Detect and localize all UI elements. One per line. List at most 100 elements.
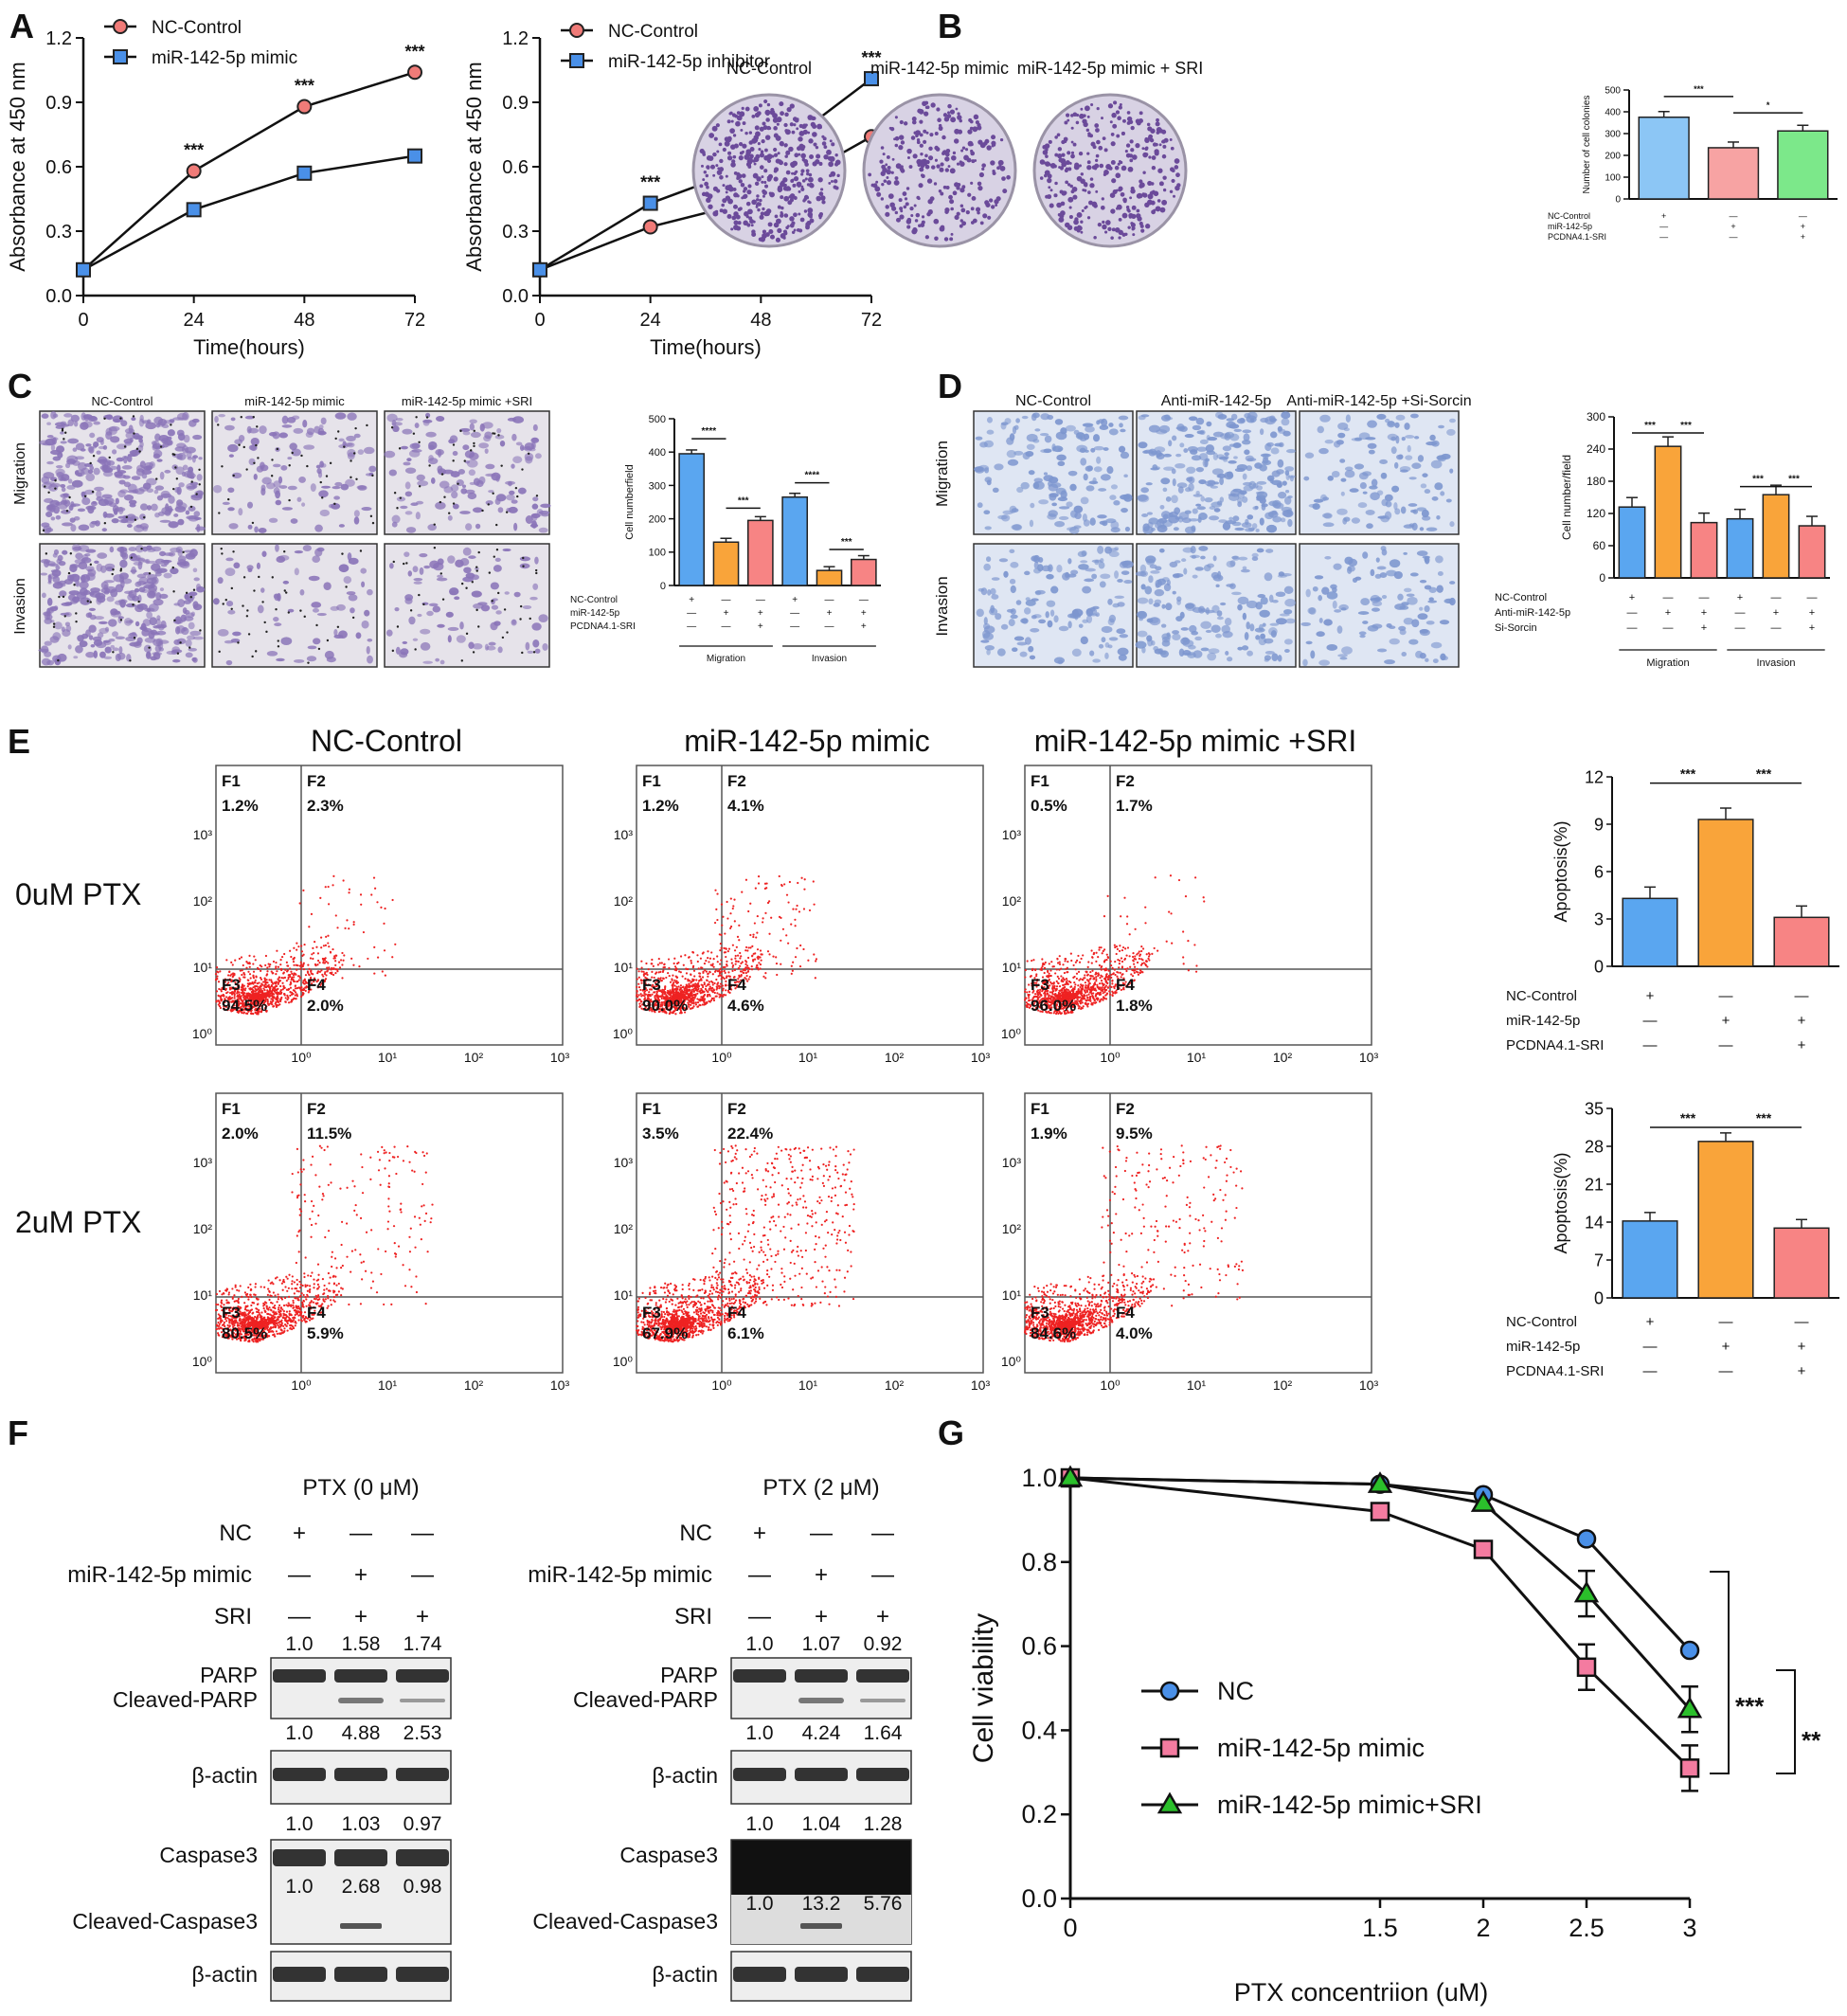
cell xyxy=(1376,413,1387,420)
cell xyxy=(1200,495,1206,502)
colony xyxy=(785,170,791,175)
sign: + xyxy=(1661,211,1666,221)
cell xyxy=(1188,644,1196,650)
cell xyxy=(1056,454,1067,461)
colony xyxy=(726,119,731,124)
colony xyxy=(928,146,933,152)
cell xyxy=(1249,623,1255,632)
colony xyxy=(1006,174,1011,180)
cell xyxy=(497,646,503,654)
cell xyxy=(1318,595,1323,602)
cell xyxy=(93,467,100,476)
event-dot xyxy=(290,977,294,980)
cell xyxy=(1194,636,1203,641)
pore xyxy=(414,648,417,651)
cell xyxy=(469,423,475,431)
cell xyxy=(402,640,408,644)
colony xyxy=(1107,103,1114,109)
colony xyxy=(797,183,801,188)
event-dot xyxy=(376,901,379,904)
colony xyxy=(736,115,743,121)
event-dot xyxy=(300,989,303,992)
colony xyxy=(816,195,822,202)
cell xyxy=(1337,432,1346,439)
cell xyxy=(1049,493,1059,498)
cell xyxy=(534,556,539,565)
cell xyxy=(1186,466,1196,475)
cell xyxy=(175,625,181,635)
cell xyxy=(1271,599,1279,603)
colony xyxy=(1045,148,1049,152)
cell xyxy=(1047,620,1053,628)
colony xyxy=(1045,154,1049,158)
cell xyxy=(70,504,77,508)
colony xyxy=(733,225,739,231)
row-title: 0uM PTX xyxy=(15,877,141,911)
pore xyxy=(334,437,337,441)
cell xyxy=(1108,637,1119,641)
cell xyxy=(1244,449,1250,456)
cell xyxy=(411,448,422,453)
quadrant-value: 1.2% xyxy=(222,797,259,815)
cell xyxy=(158,434,170,442)
colony xyxy=(788,195,792,199)
colony xyxy=(747,208,753,215)
event-dot xyxy=(289,981,293,983)
cell xyxy=(100,581,109,589)
colony xyxy=(968,117,973,122)
colony xyxy=(726,155,733,161)
cell xyxy=(287,485,297,491)
event-dot xyxy=(251,988,254,991)
event-dot xyxy=(665,976,668,980)
pore xyxy=(288,498,291,502)
colony xyxy=(792,183,797,188)
colony xyxy=(1065,160,1070,166)
cell xyxy=(1246,600,1258,609)
pore xyxy=(534,568,538,572)
event-dot xyxy=(296,995,299,998)
colony xyxy=(956,162,960,166)
cell xyxy=(1143,449,1154,454)
colony xyxy=(730,119,734,123)
y-tick-label: 10² xyxy=(193,893,213,909)
pore xyxy=(232,474,235,477)
cell xyxy=(130,569,137,573)
colony xyxy=(1156,126,1162,133)
cell xyxy=(1150,569,1160,574)
cell xyxy=(1175,462,1186,469)
colony xyxy=(999,137,1004,142)
cell xyxy=(1319,414,1331,423)
colony xyxy=(780,211,783,215)
colony xyxy=(1070,126,1074,130)
cell xyxy=(1237,646,1244,651)
cell xyxy=(1226,584,1234,587)
cell xyxy=(151,503,158,512)
colony xyxy=(917,108,923,114)
colony xyxy=(1061,139,1066,145)
cell xyxy=(1100,474,1111,481)
event-dot xyxy=(301,981,305,984)
cell xyxy=(1216,616,1224,621)
event-dot xyxy=(334,914,337,917)
cell xyxy=(1255,528,1260,532)
cell xyxy=(1048,564,1053,572)
pore xyxy=(240,416,242,419)
cell xyxy=(70,414,80,423)
cell xyxy=(1419,653,1426,659)
colony xyxy=(740,182,745,188)
cell xyxy=(1449,581,1456,585)
colony xyxy=(1174,165,1179,170)
colony xyxy=(1116,134,1121,138)
cell xyxy=(125,603,136,608)
cell xyxy=(531,622,542,631)
cell xyxy=(50,443,56,452)
colony xyxy=(738,154,744,161)
cell xyxy=(1067,558,1072,565)
cell xyxy=(435,657,440,662)
cell xyxy=(186,470,194,479)
event-dot xyxy=(690,962,693,964)
colony xyxy=(754,181,760,187)
cell xyxy=(1419,629,1430,637)
cell xyxy=(1445,498,1452,503)
colony xyxy=(761,175,764,179)
